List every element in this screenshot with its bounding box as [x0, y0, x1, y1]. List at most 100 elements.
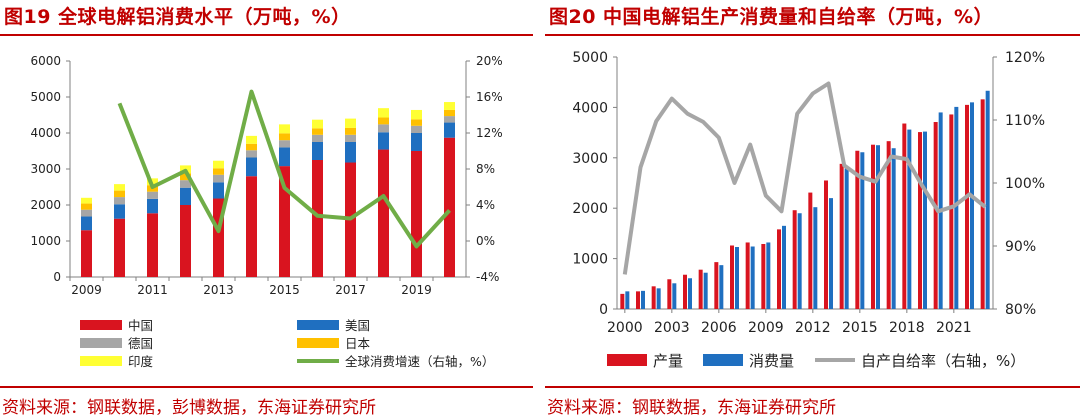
y-tick-label-left: 2000: [572, 201, 608, 217]
bar-consumption: [860, 152, 865, 309]
bar-consumption: [907, 129, 912, 309]
bar-production: [683, 274, 687, 309]
bar-india: [246, 135, 257, 144]
bar-china: [114, 218, 125, 277]
chart-panel-global-consumption: 图19 全球电解铝消费水平（万吨，%） 0 1000 2000 3000 4000 500…: [0, 0, 533, 418]
y-tick-label-right: 12%: [476, 126, 503, 140]
bar-india: [312, 119, 323, 129]
line-series-growth: [117, 89, 451, 249]
bar-production: [855, 150, 860, 309]
source-divider: [545, 386, 1080, 388]
china-production-chart: 0 1000 2000 3000 4000 5000 80% 90% 100% 110% 120% 2…: [572, 50, 1045, 370]
bar-production: [636, 291, 640, 309]
y-tick-label-right: 4%: [476, 198, 495, 212]
x-tick-label: 2000: [607, 320, 643, 336]
x-tick-label: 2021: [936, 320, 972, 336]
bar-consumption: [625, 291, 630, 309]
bar-consumption: [782, 225, 786, 309]
x-tick-label: 2013: [203, 283, 234, 297]
bar-us: [147, 198, 158, 214]
bar-us: [378, 132, 389, 150]
bar-japan: [411, 119, 422, 126]
bar-production: [667, 279, 672, 309]
bar-consumption: [766, 242, 771, 309]
bar-japan: [81, 203, 92, 210]
bar-production: [824, 180, 828, 309]
bar-japan: [246, 143, 257, 151]
y-tick-label-left: 6000: [30, 54, 61, 68]
bar-production: [745, 242, 750, 309]
y-tick-label-left: 5000: [572, 50, 608, 66]
bar-production: [839, 163, 844, 309]
bar-consumption: [829, 198, 833, 309]
bar-india: [378, 108, 389, 118]
bar-consumption: [970, 102, 974, 309]
y-tick-label-right: -4%: [476, 270, 499, 284]
bar-china: [411, 151, 422, 277]
bar-production: [808, 192, 813, 309]
bar-us: [180, 187, 191, 205]
y-tick-label-left: 1000: [30, 234, 61, 248]
x-tick-label: 2012: [795, 320, 831, 336]
bar-consumption: [703, 272, 708, 309]
bar-china: [213, 198, 224, 277]
bar-india: [444, 102, 455, 110]
y-tick-label-left: 4000: [30, 126, 61, 140]
y-tick-label-right: 110%: [1005, 113, 1045, 129]
bar-consumption: [641, 290, 645, 309]
bar-japan: [378, 117, 389, 125]
legend-swatch-germany: [80, 338, 122, 348]
bar-production: [792, 210, 797, 309]
bar-china: [246, 176, 257, 277]
bar-germany: [411, 125, 422, 133]
bar-india: [213, 160, 224, 169]
bar-production: [918, 132, 922, 309]
legend-swatch-japan: [297, 338, 339, 348]
bar-us: [81, 216, 92, 231]
source-divider: [0, 386, 533, 388]
bar-production: [698, 269, 703, 309]
bar-japan: [444, 109, 455, 117]
line-series-self-sufficiency: [622, 81, 987, 275]
legend-label-china: 中国: [128, 318, 153, 333]
bar-india: [114, 184, 125, 191]
bar-us: [312, 142, 323, 160]
x-tick-label: 2015: [842, 320, 878, 336]
legend-label-us: 美国: [345, 318, 370, 333]
bar-germany: [180, 180, 191, 188]
x-tick-label: 2011: [137, 283, 168, 297]
bar-production: [886, 141, 891, 309]
bar-germany: [213, 174, 224, 183]
bar-germany: [279, 140, 290, 148]
bar-production: [620, 293, 625, 309]
source-note: 资料来源：钢联数据，东海证券研究所: [547, 398, 836, 418]
y-tick-label-left: 1000: [572, 252, 608, 268]
bar-production: [714, 262, 719, 309]
y-tick-label-right: 100%: [1005, 176, 1045, 192]
x-tick-label: 2017: [335, 283, 366, 297]
y-tick-label-right: 120%: [1005, 50, 1045, 66]
legend-swatch-china: [80, 320, 122, 330]
x-tick-label: 2009: [748, 320, 784, 336]
bar-consumption: [985, 90, 990, 309]
y-tick-label-left: 0: [53, 270, 61, 284]
x-tick-label: 2019: [401, 283, 432, 297]
x-tick-label: 2003: [654, 320, 690, 336]
bar-production: [902, 123, 907, 309]
bar-production: [651, 286, 656, 309]
bar-production: [730, 245, 734, 309]
y-tick-label-right: 16%: [476, 90, 503, 104]
bar-consumption: [923, 131, 927, 309]
legend-swatch-india: [80, 356, 122, 366]
bar-china: [444, 137, 455, 277]
y-tick-label-left: 3000: [572, 151, 608, 167]
bar-china: [81, 230, 92, 277]
bar-china: [312, 160, 323, 277]
bar-india: [345, 118, 356, 128]
legend-label-growth: 全球消费增速（右轴，%）: [345, 354, 494, 369]
y-tick-label-right: 0%: [476, 234, 495, 248]
bar-germany: [246, 150, 257, 158]
bar-consumption: [876, 145, 880, 309]
bar-production: [777, 229, 781, 309]
bar-us: [213, 182, 224, 199]
